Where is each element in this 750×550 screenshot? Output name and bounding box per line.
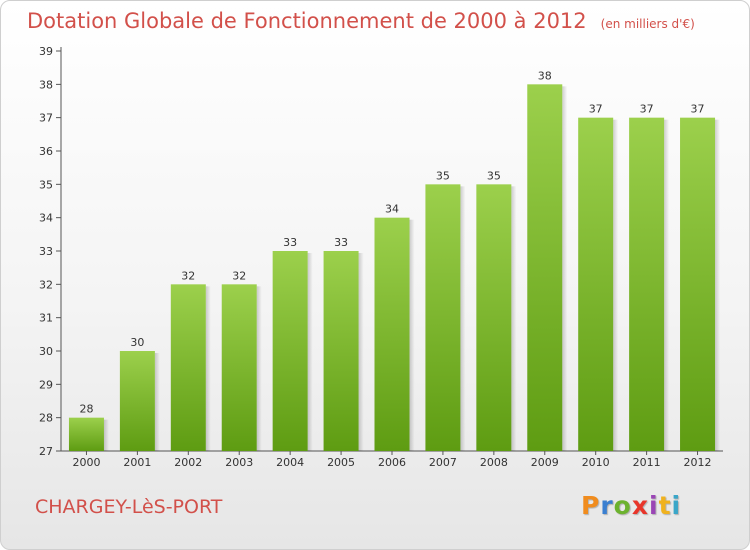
bar	[578, 117, 614, 452]
bar-shadow	[256, 286, 262, 451]
x-tick-label: 2012	[684, 456, 712, 469]
y-tick-label: 30	[39, 345, 53, 358]
y-tick-label: 33	[39, 245, 53, 258]
bar-shadow	[613, 119, 619, 452]
data-label: 32	[232, 269, 246, 282]
y-tick-label: 35	[39, 178, 53, 191]
bar	[323, 251, 359, 451]
data-label: 37	[589, 103, 603, 116]
logo-letter: t	[658, 491, 672, 520]
bar	[119, 351, 155, 451]
data-label: 33	[334, 236, 348, 249]
bar-shadow	[460, 186, 466, 452]
proxiti-logo: Proxiti	[581, 491, 681, 520]
bar-shadow	[562, 86, 568, 451]
x-tick-label: 2001	[123, 456, 151, 469]
logo-letter: i	[671, 491, 682, 520]
bar	[170, 284, 206, 451]
x-tick-label: 2002	[174, 456, 202, 469]
y-tick-label: 39	[39, 45, 53, 58]
bar-shadow	[511, 186, 517, 452]
bar	[272, 251, 308, 451]
x-tick-label: 2004	[276, 456, 304, 469]
logo-letter: P	[581, 491, 601, 520]
data-label: 30	[130, 336, 144, 349]
bar-shadow	[154, 353, 160, 451]
x-tick-label: 2007	[429, 456, 457, 469]
x-tick-label: 2010	[582, 456, 610, 469]
x-tick-label: 2006	[378, 456, 406, 469]
y-tick-label: 28	[39, 412, 53, 425]
y-tick-label: 38	[39, 78, 53, 91]
chart-title-block: Dotation Globale de Fonctionnement de 20…	[27, 9, 695, 33]
bar	[476, 184, 512, 452]
bar	[527, 84, 563, 451]
bar-shadow	[205, 286, 211, 451]
x-tick-label: 2000	[72, 456, 100, 469]
bar	[68, 417, 104, 451]
bar-shadow	[715, 119, 721, 452]
bar-shadow	[664, 119, 670, 452]
bar	[425, 184, 461, 452]
bar-shadow	[358, 253, 364, 451]
logo-letter: o	[613, 491, 632, 520]
chart-unit: (en milliers d'€)	[600, 17, 695, 31]
commune-name: CHARGEY-LèS-PORT	[35, 496, 223, 518]
data-label: 38	[538, 69, 552, 82]
x-tick-label: 2003	[225, 456, 253, 469]
data-label: 35	[487, 169, 501, 182]
bar	[680, 117, 716, 452]
y-tick-label: 34	[39, 212, 53, 225]
data-label: 37	[691, 103, 705, 116]
y-tick-label: 36	[39, 145, 53, 158]
data-label: 33	[283, 236, 297, 249]
bar-shadow	[103, 419, 109, 451]
y-tick-label: 32	[39, 278, 53, 291]
x-tick-label: 2009	[531, 456, 559, 469]
x-tick-label: 2008	[480, 456, 508, 469]
y-tick-label: 37	[39, 112, 53, 125]
bar	[374, 217, 410, 451]
data-label: 34	[385, 203, 399, 216]
y-tick-label: 31	[39, 312, 53, 325]
y-tick-label: 29	[39, 378, 53, 391]
y-tick-label: 27	[39, 445, 53, 458]
data-label: 32	[181, 269, 195, 282]
logo-letter: i	[649, 491, 659, 520]
data-label: 28	[79, 403, 93, 416]
x-tick-label: 2011	[633, 456, 661, 469]
logo-letter: r	[600, 491, 614, 520]
bar-shadow	[409, 219, 415, 451]
bar-shadow	[307, 253, 313, 451]
x-tick-label: 2005	[327, 456, 355, 469]
data-label: 35	[436, 169, 450, 182]
logo-letter: x	[631, 491, 649, 520]
data-label: 37	[640, 103, 654, 116]
bar	[629, 117, 665, 452]
bar	[221, 284, 257, 451]
chart-title: Dotation Globale de Fonctionnement de 20…	[27, 9, 587, 33]
